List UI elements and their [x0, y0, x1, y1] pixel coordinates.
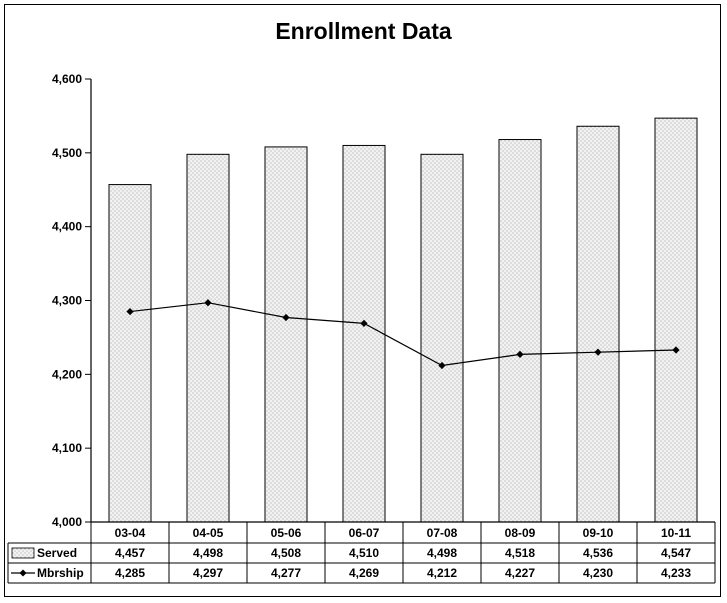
table-cell: 4,277	[271, 566, 301, 580]
x-tick-label: 08-09	[505, 526, 536, 540]
table-cell: 4,285	[115, 566, 145, 580]
point-mbrship	[672, 346, 680, 354]
x-tick-label: 07-08	[427, 526, 458, 540]
x-tick-label: 10-11	[661, 526, 691, 540]
table-row-label: Served	[37, 546, 77, 560]
point-mbrship	[360, 319, 368, 327]
x-tick-label: 05-06	[271, 526, 302, 540]
y-tick-label: 4,300	[52, 294, 82, 308]
table-cell: 4,269	[349, 566, 379, 580]
chart-title: Enrollment Data	[275, 18, 452, 44]
point-mbrship	[126, 307, 134, 316]
table-cell: 4,518	[505, 546, 535, 560]
bar-served	[342, 144, 386, 523]
y-tick-label: 4,500	[52, 146, 82, 160]
bar-served	[498, 139, 542, 523]
bar-served	[576, 125, 620, 523]
point-mbrship	[594, 348, 602, 356]
y-tick-label: 4,100	[52, 441, 82, 455]
data-table: 03-04 04-05 05-06 06-07 07-08 08-09 09-10 10-11…	[7, 521, 716, 584]
table-cell: 4,498	[193, 546, 223, 560]
bar-served	[654, 117, 698, 523]
table-cell: 4,212	[427, 566, 457, 580]
table-cell: 4,230	[583, 566, 613, 580]
bar-layer	[108, 117, 698, 523]
table-cell: 4,233	[661, 566, 691, 580]
point-mbrship	[282, 313, 290, 322]
x-tick-label: 09-10	[583, 526, 614, 540]
y-tick-label: 4,400	[52, 220, 82, 234]
table-cell: 4,227	[505, 566, 535, 580]
table-cell: 4,536	[583, 546, 613, 560]
x-tick-label: 06-07	[349, 526, 380, 540]
point-mbrship	[204, 299, 212, 307]
legend-key-served	[11, 547, 35, 559]
y-tick-label: 4,000	[52, 515, 82, 529]
bar-served	[264, 146, 308, 523]
table-cell: 4,510	[349, 546, 379, 560]
axis-layer: 4,000 4,100 4,200 4,300 4,400 4,500 4,600	[52, 72, 92, 529]
bar-served	[186, 153, 230, 523]
y-tick-label: 4,600	[52, 72, 82, 86]
legend-key-mbrship-marker	[19, 569, 27, 577]
line-layer	[126, 299, 680, 370]
line-mbrship	[129, 302, 677, 367]
point-mbrship	[516, 350, 524, 358]
table-cell: 4,508	[271, 546, 301, 560]
table-cell: 4,457	[115, 546, 145, 560]
bar-served	[108, 184, 152, 523]
table-cell: 4,547	[661, 546, 691, 560]
table-cell: 4,498	[427, 546, 457, 560]
point-mbrship	[438, 361, 446, 370]
y-tick-label: 4,200	[52, 367, 82, 381]
x-tick-label: 03-04	[115, 526, 146, 540]
table-cell: 4,297	[193, 566, 223, 580]
x-tick-label: 04-05	[193, 526, 224, 540]
table-row-label: Mbrship	[37, 566, 84, 580]
bar-served	[420, 153, 464, 523]
